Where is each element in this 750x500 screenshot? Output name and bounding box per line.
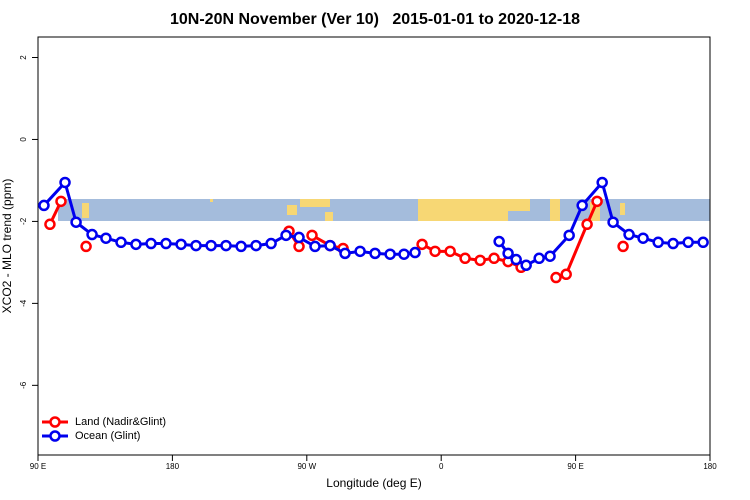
x-tick-label: 90 W: [297, 462, 316, 471]
point: [617, 240, 629, 253]
point: [80, 240, 92, 253]
land-patch: [418, 199, 508, 221]
point: [623, 228, 635, 241]
land-patch: [287, 205, 297, 215]
plot-frame: [37, 36, 711, 456]
point: [175, 238, 187, 251]
point: [581, 218, 593, 231]
point: [293, 240, 305, 253]
point: [130, 238, 142, 251]
chart-title: 10N-20N November (Ver 10) 2015-01-01 to …: [170, 11, 580, 28]
point: [250, 239, 262, 252]
point: [596, 176, 608, 189]
point: [520, 259, 532, 272]
point: [44, 218, 56, 231]
y-tick-label: -4: [19, 299, 28, 307]
point: [59, 176, 71, 189]
point: [474, 254, 486, 267]
x-tick-label: 90 E: [30, 462, 46, 471]
point: [369, 247, 381, 260]
land-patch: [508, 199, 530, 211]
point: [324, 239, 336, 252]
y-tick-label: 0: [19, 137, 28, 142]
legend-marker: [49, 416, 61, 428]
y-tick-label: -2: [19, 217, 28, 225]
point: [309, 240, 321, 253]
point: [576, 199, 588, 212]
land-patch: [300, 199, 330, 207]
point: [429, 245, 441, 258]
point: [398, 248, 410, 260]
point: [697, 236, 709, 249]
point: [38, 199, 50, 212]
x-axis-label: Longitude (deg E): [326, 476, 421, 490]
point: [591, 195, 603, 208]
point: [265, 237, 277, 250]
point: [667, 237, 679, 250]
point: [306, 229, 318, 242]
land-patch: [550, 199, 560, 221]
x-tick-label: 90 E: [567, 462, 583, 471]
point: [384, 248, 396, 260]
point: [160, 237, 172, 250]
point: [100, 232, 112, 244]
y-tick-label: -6: [19, 381, 28, 389]
land-patch: [82, 203, 89, 218]
land-patch: [210, 199, 213, 202]
point: [86, 228, 98, 241]
point: [493, 235, 505, 248]
point: [550, 271, 562, 284]
point: [190, 239, 202, 252]
point: [563, 229, 575, 242]
map-band: [58, 199, 710, 221]
point: [293, 231, 305, 244]
legend-label: Land (Nadir&Glint): [75, 416, 166, 428]
point: [220, 239, 232, 252]
land-patch: [620, 203, 625, 215]
point: [354, 245, 366, 258]
land-patch: [325, 212, 333, 221]
point: [544, 250, 556, 262]
point: [205, 239, 217, 252]
x-tick-label: 180: [703, 462, 717, 471]
point: [339, 247, 351, 260]
ocean-band: [58, 199, 710, 221]
legend-marker: [49, 430, 61, 442]
point: [607, 216, 619, 228]
point: [510, 253, 522, 266]
y-axis-label: XCO2 - MLO trend (ppm): [0, 179, 14, 314]
point: [637, 232, 649, 244]
point: [459, 252, 471, 265]
point: [488, 252, 500, 265]
point: [416, 238, 428, 251]
point: [560, 268, 572, 281]
legend-label: Ocean (Glint): [75, 430, 140, 442]
x-tick-label: 0: [439, 462, 444, 471]
point: [235, 240, 247, 253]
series-line: [497, 179, 704, 267]
point: [70, 216, 82, 228]
point: [280, 229, 292, 242]
point: [409, 246, 421, 259]
point: [502, 247, 514, 260]
y-tick-label: 2: [19, 55, 28, 60]
point: [444, 245, 456, 258]
x-tick-label: 180: [166, 462, 180, 471]
point: [652, 236, 664, 249]
point: [115, 236, 127, 249]
point: [145, 237, 157, 250]
land-patch: [590, 202, 600, 221]
point: [533, 252, 545, 265]
point: [55, 195, 67, 208]
point: [682, 236, 694, 249]
